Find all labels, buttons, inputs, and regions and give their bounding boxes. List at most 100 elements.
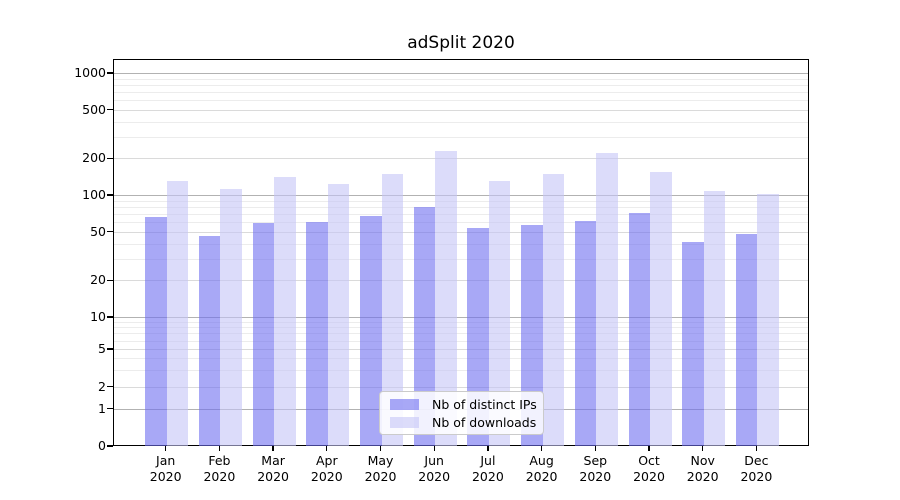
plot-area: [113, 59, 809, 446]
x-tick-label-sep: Sep 2020: [568, 453, 622, 485]
y-tick-label-0: 0: [98, 438, 106, 453]
gridline-minor: [114, 136, 808, 138]
bar-dec-downloads: [757, 193, 779, 446]
legend: Nb of distinct IPs Nb of downloads: [379, 391, 544, 435]
x-tick-label-nov: Nov 2020: [676, 453, 730, 485]
x-tick-label-jan: Jan 2020: [139, 453, 193, 485]
y-tick-mark-0: [107, 445, 113, 447]
bar-jan-distinct-ips: [145, 217, 167, 446]
gridline-5: [114, 349, 808, 350]
x-tick-mark-sep: [594, 446, 596, 451]
y-tick-mark-1000: [107, 72, 113, 74]
bar-may-downloads: [381, 173, 403, 446]
y-tick-label-5: 5: [98, 341, 106, 356]
x-tick-label-feb: Feb 2020: [192, 453, 246, 485]
gridline-minor: [114, 243, 808, 245]
y-tick-mark-1: [107, 407, 113, 410]
x-tick-label-apr: Apr 2020: [300, 453, 354, 485]
bar-aug-downloads: [542, 173, 565, 446]
y-tick-mark-50: [107, 231, 113, 233]
x-tick-year: 2020: [686, 469, 719, 484]
x-tick-mark-nov: [702, 446, 704, 451]
y-tick-mark-10: [107, 316, 113, 318]
bar-may-distinct-ips: [360, 216, 382, 446]
x-tick-year: 2020: [525, 469, 558, 484]
y-tick-label-100: 100: [82, 187, 106, 202]
gridline-100: [114, 195, 808, 196]
y-tick-label-1: 1: [98, 400, 106, 416]
bar-mar-distinct-ips: [252, 223, 275, 446]
gridline-minor: [114, 121, 808, 123]
legend-label-downloads: Nb of downloads: [432, 414, 537, 430]
y-tick-mark-200: [107, 157, 113, 159]
y-tick-label-500: 500: [82, 101, 106, 117]
x-tick-year: 2020: [310, 469, 343, 484]
x-tick-mark-feb: [218, 446, 221, 451]
x-tick-year: 2020: [418, 469, 451, 484]
legend-item-downloads: Nb of downloads: [390, 415, 543, 430]
bar-jun-downloads: [435, 151, 457, 446]
y-tick-mark-500: [107, 109, 113, 111]
x-tick-year: 2020: [257, 469, 289, 484]
x-tick-year: 2020: [149, 469, 182, 484]
x-tick-label-oct: Oct 2020: [622, 453, 676, 485]
y-tick-label-10: 10: [90, 309, 106, 324]
gridline-1000: [114, 73, 808, 74]
gridline-minor: [114, 369, 808, 371]
x-tick-year: 2020: [579, 469, 612, 484]
x-tick-mark-jun: [433, 446, 435, 451]
legend-swatch-distinct-ips: [390, 398, 419, 410]
x-tick-label-jun: Jun 2020: [407, 453, 461, 485]
gridline-500: [114, 109, 808, 111]
gridline-10: [114, 317, 808, 318]
legend-label-distinct-ips: Nb of distinct IPs: [432, 396, 537, 412]
gridline-minor: [114, 213, 808, 215]
x-tick-label-dec: Dec 2020: [729, 453, 783, 485]
gridline-200: [114, 158, 808, 160]
x-tick-label-may: May 2020: [354, 453, 408, 485]
gridline-minor: [114, 200, 808, 202]
x-tick-mark-jan: [165, 446, 167, 451]
bar-nov-downloads: [703, 190, 726, 446]
gridline-minor: [114, 78, 808, 80]
x-tick-mark-mar: [272, 446, 274, 451]
x-tick-year: 2020: [471, 469, 504, 484]
bar-dec-distinct-ips: [735, 233, 758, 446]
gridline-minor: [114, 206, 808, 208]
x-tick-label-aug: Aug 2020: [515, 453, 569, 485]
y-tick-label-50: 50: [90, 223, 106, 239]
bars-layer: [114, 60, 808, 446]
gridline-2: [114, 386, 808, 388]
legend-swatch-downloads: [390, 416, 419, 428]
y-tick-label-1000: 1000: [74, 65, 106, 80]
gridline-50: [114, 231, 808, 233]
y-tick-mark-20: [107, 279, 113, 281]
x-tick-mark-dec: [755, 446, 758, 451]
bar-apr-distinct-ips: [306, 222, 328, 446]
bar-jun-distinct-ips: [413, 207, 436, 446]
gridline-minor: [114, 222, 808, 224]
x-tick-mark-jul: [487, 446, 489, 451]
gridline-minor: [114, 91, 808, 93]
bar-feb-downloads: [220, 188, 242, 446]
bar-jan-downloads: [166, 180, 189, 446]
x-tick-mark-oct: [648, 446, 650, 451]
y-tick-label-2: 2: [98, 378, 106, 394]
bar-mar-downloads: [274, 176, 296, 446]
x-tick-mark-aug: [540, 446, 543, 451]
chart-title: adSplit 2020: [407, 33, 515, 53]
bar-aug-distinct-ips: [521, 224, 543, 446]
bar-oct-distinct-ips: [628, 212, 650, 446]
gridline-minor: [114, 258, 808, 260]
gridline-20: [114, 280, 808, 282]
bar-sep-downloads: [596, 153, 618, 446]
x-tick-year: 2020: [203, 469, 236, 484]
x-tick-mark-apr: [326, 446, 328, 451]
x-tick-year: 2020: [740, 469, 773, 484]
bar-jul-downloads: [488, 180, 511, 446]
y-tick-mark-2: [107, 385, 113, 388]
legend-item-distinct-ips: Nb of distinct IPs: [390, 397, 543, 412]
bar-feb-distinct-ips: [198, 236, 221, 446]
x-tick-label-jul: Jul 2020: [461, 453, 515, 485]
